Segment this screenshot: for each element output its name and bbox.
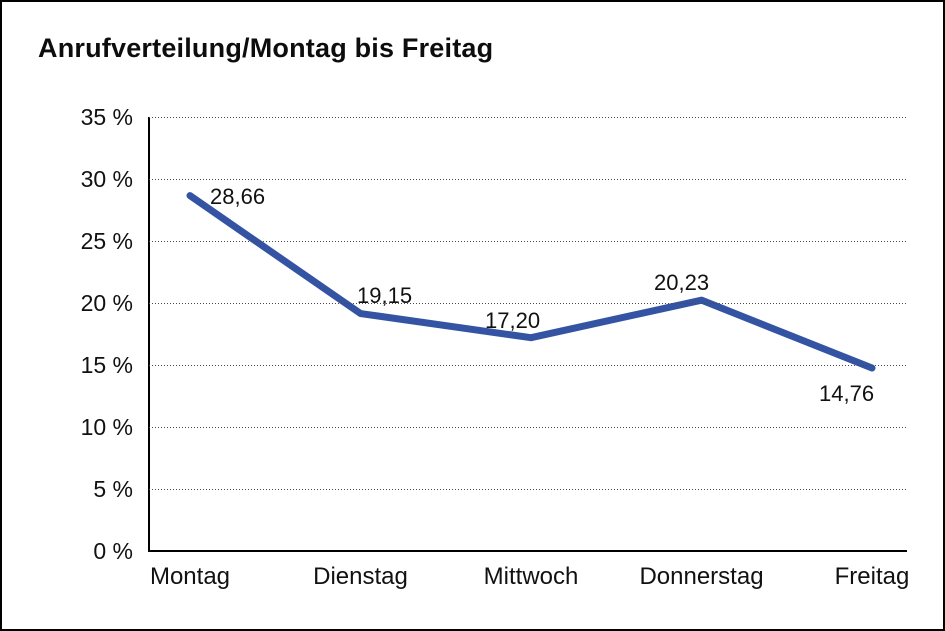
gridline: [149, 365, 907, 366]
y-axis-tick-label: 0 %: [93, 538, 133, 564]
x-axis-line: [148, 550, 907, 552]
x-axis-tick-label: Montag: [149, 563, 231, 590]
x-axis-tick-label: Freitag: [834, 563, 910, 590]
gridline: [149, 427, 907, 428]
y-axis-tick-label: 25 %: [80, 228, 133, 254]
chart-title: Anrufverteilung/Montag bis Freitag: [38, 33, 494, 63]
y-axis-tick-label: 15 %: [80, 352, 133, 378]
y-axis-tick-label: 20 %: [80, 290, 133, 316]
y-axis-tick-label: 30 %: [80, 166, 133, 192]
y-axis-tick-label: 35 %: [80, 104, 133, 130]
x-axis-tick-label: Dienstag: [313, 563, 408, 590]
gridline: [149, 179, 907, 180]
x-axis-tick-label: Mittwoch: [483, 563, 579, 590]
data-point-label: 20,23: [654, 270, 710, 295]
gridline: [149, 117, 907, 118]
data-point-label: 14,76: [819, 381, 875, 406]
y-axis-tick-label: 10 %: [80, 414, 133, 440]
data-point-label: 17,20: [485, 308, 541, 333]
series-line: [186, 192, 876, 372]
plot-area: 28,66 19,15 17,20 20,23 14,76: [149, 117, 907, 551]
x-axis-tick-label: Donnerstag: [639, 563, 764, 590]
gridline: [149, 303, 907, 304]
y-axis-tick-label: 5 %: [93, 476, 133, 502]
gridline: [149, 241, 907, 242]
data-point-label: 19,15: [357, 283, 413, 308]
line-chart-canvas: [186, 192, 876, 372]
gridline: [149, 489, 907, 490]
y-axis-line: [148, 117, 150, 551]
data-point-label: 28,66: [210, 184, 266, 209]
